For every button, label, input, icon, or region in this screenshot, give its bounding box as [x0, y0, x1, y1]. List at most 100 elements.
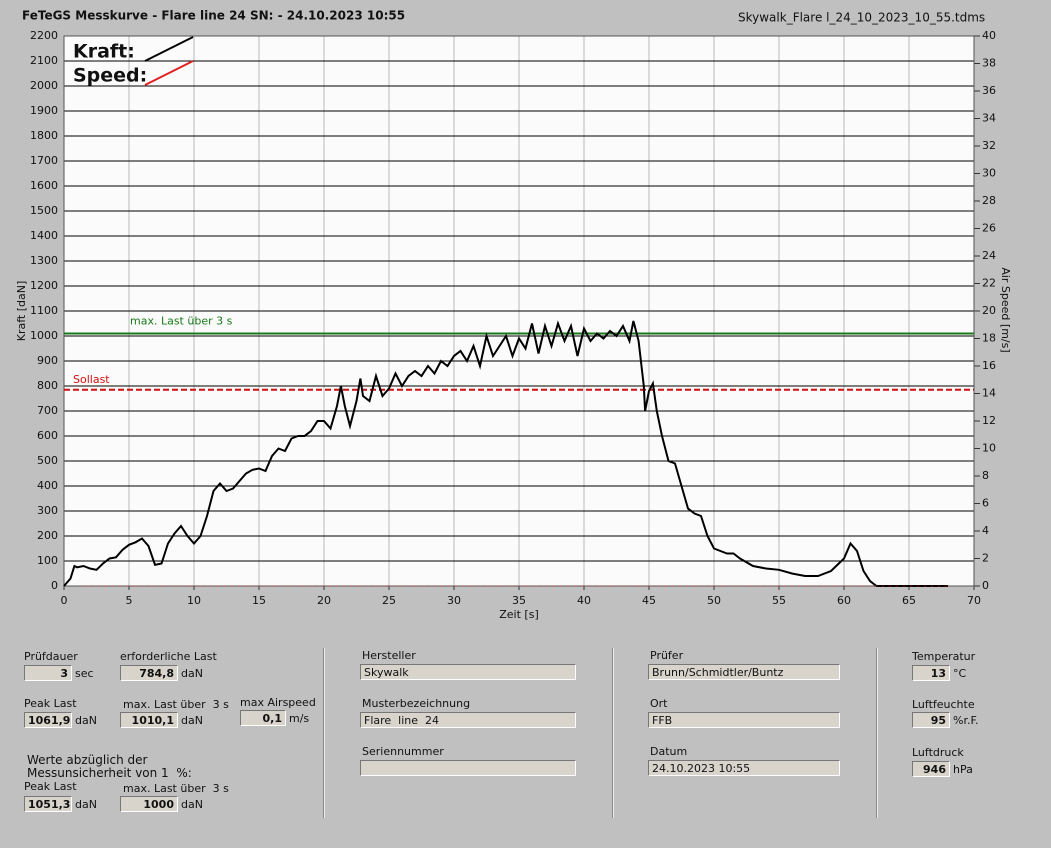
- y2-tick-label: 14: [982, 387, 996, 400]
- field-unit: daN: [75, 798, 97, 811]
- field-label: Hersteller: [362, 649, 416, 662]
- x-axis-label: Zeit [s]: [499, 608, 538, 621]
- field-unit: °C: [953, 667, 967, 680]
- field-label: Peak Last: [24, 780, 77, 793]
- field-label: Ort: [650, 697, 668, 710]
- y-tick-label: 900: [37, 354, 58, 367]
- y-tick-label: 400: [37, 479, 58, 492]
- y-tick-label: 1000: [30, 329, 58, 342]
- y2-tick-label: 22: [982, 277, 996, 290]
- y-tick-label: 1500: [30, 204, 58, 217]
- data-line: [63, 320, 948, 587]
- y-tick-label: 2200: [30, 29, 58, 42]
- x-tick-label: 35: [512, 594, 526, 607]
- field-label: Prüfdauer: [24, 650, 78, 663]
- field-value: 13: [912, 665, 950, 681]
- y2-tick-label: 38: [982, 57, 996, 70]
- field-value: Flare line 24: [360, 712, 576, 728]
- x-tick-label: 65: [902, 594, 916, 607]
- x-tick-label: 15: [252, 594, 266, 607]
- file-name: Skywalk_Flare l_24_10_2023_10_55.tdms: [738, 11, 985, 25]
- y2-tick-label: 26: [982, 222, 996, 235]
- field-value: 0,1: [240, 710, 286, 726]
- field-value: Brunn/Schmidtler/Buntz: [648, 664, 840, 680]
- y-tick-label: 2100: [30, 54, 58, 67]
- x-tick-label: 50: [707, 594, 721, 607]
- y-tick-label: 1300: [30, 254, 58, 267]
- y2-tick-label: 36: [982, 84, 996, 97]
- field-unit: m/s: [289, 712, 310, 725]
- x-tick-label: 20: [317, 594, 331, 607]
- x-tick-label: 40: [577, 594, 591, 607]
- x-tick-label: 5: [126, 594, 133, 607]
- field-label: Musterbezeichnung: [362, 697, 471, 710]
- note: Messunsicherheit von 1 %:: [27, 766, 192, 780]
- chart: FeTeGS Messkurve - Flare line 24 SN: - 2…: [15, 9, 1012, 622]
- field-value: Skywalk: [360, 664, 576, 680]
- y-tick-label: 1400: [30, 229, 58, 242]
- field-label: Temperatur: [912, 650, 976, 663]
- separator: [323, 648, 325, 818]
- field-value: 3: [24, 665, 72, 681]
- y-tick-label: 700: [37, 404, 58, 417]
- y-tick-label: 1200: [30, 279, 58, 292]
- field-value: 24.10.2023 10:55: [648, 760, 840, 776]
- y-tick-label: 1700: [30, 154, 58, 167]
- y2-tick-label: 20: [982, 304, 996, 317]
- x-tick-label: 30: [447, 594, 461, 607]
- field-label: max Airspeed: [240, 696, 316, 709]
- y-tick-label: 1600: [30, 179, 58, 192]
- y-tick-label: 100: [37, 554, 58, 567]
- y-tick-label: 800: [37, 379, 58, 392]
- x-tick-label: 0: [61, 594, 68, 607]
- y-tick-label: 2000: [30, 79, 58, 92]
- legend-swatch: [144, 36, 194, 62]
- field-label: erforderliche Last: [120, 650, 217, 663]
- chart-title: FeTeGS Messkurve - Flare line 24 SN: - 2…: [22, 9, 405, 23]
- legend-swatch: [144, 60, 194, 86]
- y2-tick-label: 8: [982, 469, 989, 482]
- field-label: Prüfer: [650, 649, 684, 662]
- annotation: Sollast: [73, 373, 110, 386]
- note: Werte abzüglich der: [27, 753, 148, 767]
- x-tick-label: 70: [967, 594, 981, 607]
- y2-axis-label: Air Speed [m/s]: [999, 267, 1012, 352]
- x-tick-label: 10: [187, 594, 201, 607]
- y2-tick-label: 32: [982, 139, 996, 152]
- field-value: 95: [912, 712, 950, 728]
- field-value: 1061,9: [24, 712, 72, 728]
- x-tick-label: 60: [837, 594, 851, 607]
- y2-tick-label: 4: [982, 524, 989, 537]
- y2-tick-label: 10: [982, 442, 996, 455]
- y2-tick-label: 24: [982, 249, 996, 262]
- y-axis-label: Kraft [daN]: [15, 281, 28, 342]
- legend-label: Kraft:: [73, 41, 135, 63]
- x-tick-label: 25: [382, 594, 396, 607]
- y2-tick-label: 28: [982, 194, 996, 207]
- y2-tick-label: 0: [982, 579, 989, 592]
- legend-label: Speed:: [73, 65, 147, 87]
- y2-tick-label: 2: [982, 552, 989, 565]
- field-unit: %r.F.: [953, 714, 979, 727]
- x-tick-label: 55: [772, 594, 786, 607]
- y2-tick-label: 18: [982, 332, 996, 345]
- y-tick-label: 0: [51, 579, 58, 592]
- separator: [876, 648, 878, 818]
- field-unit: daN: [181, 667, 203, 680]
- field-value: 784,8: [120, 665, 178, 681]
- field-unit: daN: [181, 798, 203, 811]
- y2-tick-label: 16: [982, 359, 996, 372]
- field-label: max. Last über 3 s: [123, 782, 229, 795]
- y-tick-label: 200: [37, 529, 58, 542]
- field-value: FFB: [648, 712, 840, 728]
- x-tick-label: 45: [642, 594, 656, 607]
- field-value: 946: [912, 761, 950, 777]
- separator: [612, 648, 614, 818]
- y-tick-label: 500: [37, 454, 58, 467]
- field-unit: daN: [181, 714, 203, 727]
- field-unit: hPa: [953, 763, 973, 776]
- field-unit: sec: [75, 667, 94, 680]
- field-label: Datum: [650, 745, 688, 758]
- field-value: 1051,3: [24, 796, 72, 812]
